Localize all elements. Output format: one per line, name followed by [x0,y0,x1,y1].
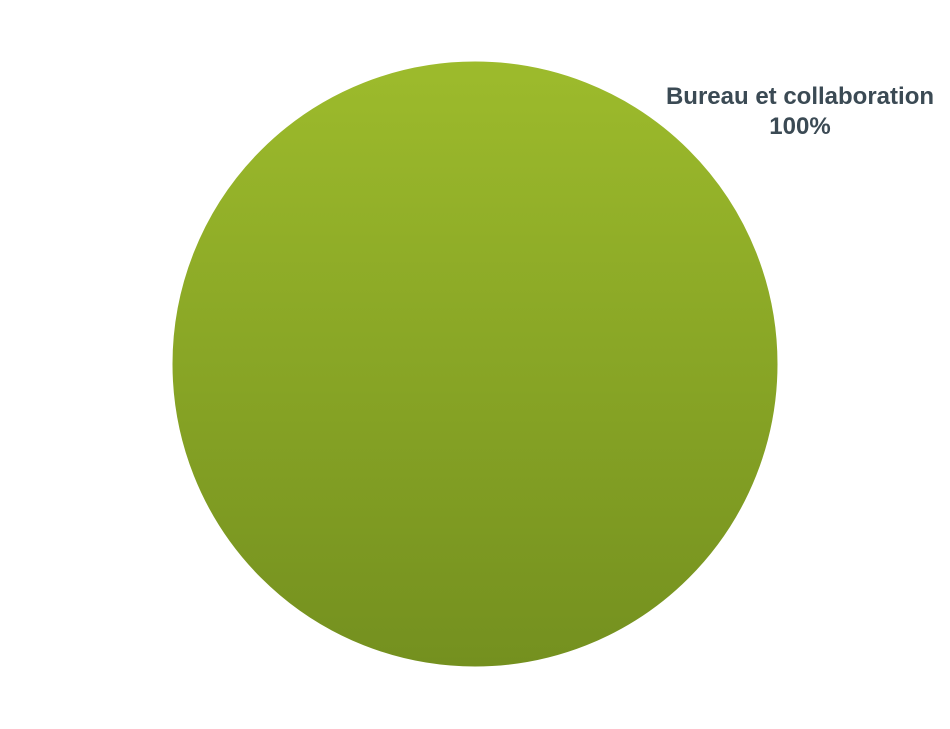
pie-slices [171,60,779,668]
slice-label-category: Bureau et collaboration [666,83,934,110]
pie-labels: Bureau et collaboration 100% [666,83,934,140]
pie-slice-bureau-et-collaboration [171,60,779,668]
slice-label-percent: 100% [769,113,830,140]
